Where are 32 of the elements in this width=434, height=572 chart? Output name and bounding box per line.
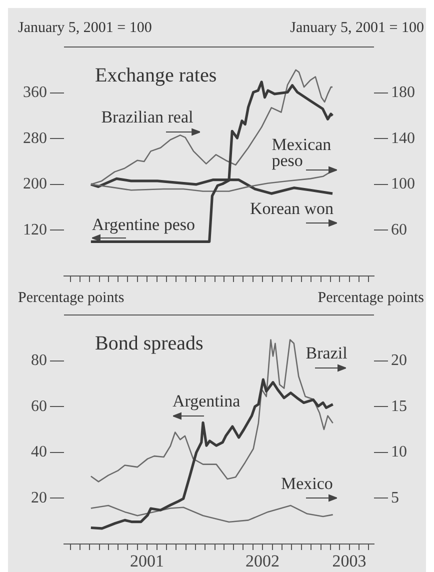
- series-label: Korean won: [250, 199, 334, 218]
- y2-axis-title: Percentage points: [318, 290, 424, 306]
- y2-tick-label: 180: [391, 84, 415, 102]
- y-tick-label: 60: [31, 398, 47, 415]
- y2-tick-label: 5: [391, 489, 399, 506]
- text: Bond spreads: [95, 332, 204, 354]
- y-axis-title: Percentage points: [18, 290, 124, 306]
- y-tick-label: 280: [23, 130, 47, 147]
- y2-tick-label: 15: [391, 398, 407, 415]
- x-tick-label: 2003: [332, 552, 366, 571]
- y2-tick-label: 60: [391, 221, 407, 238]
- series-label: Mexico: [281, 474, 333, 494]
- x-tick-label: 2002: [246, 552, 280, 571]
- y2-axis-title: January 5, 2001 = 100: [290, 20, 424, 36]
- series-label: Argentine peso: [92, 215, 195, 234]
- series-label: Brazilian real: [101, 108, 194, 127]
- y-axis-title: January 5, 2001 = 100: [18, 20, 152, 36]
- y2-tick-label: 10: [391, 444, 407, 461]
- y-tick-label: 200: [23, 176, 47, 193]
- series-label: Brazil: [306, 344, 348, 363]
- text: Exchange rates: [95, 64, 217, 86]
- y2-tick-label: 20: [391, 352, 407, 370]
- y-tick-label: 360: [23, 84, 47, 102]
- series-label: Mexican peso: [272, 135, 332, 170]
- x-tick-label: 2001: [130, 552, 164, 571]
- y2-tick-label: 100: [391, 176, 415, 193]
- y-tick-label: 20: [31, 489, 47, 506]
- y2-tick-label: 140: [391, 130, 415, 147]
- y-tick-label: 40: [31, 444, 47, 461]
- y-tick-label: 80: [31, 352, 47, 370]
- y-tick-label: 120: [23, 221, 47, 238]
- series-label: Argentina: [172, 392, 241, 411]
